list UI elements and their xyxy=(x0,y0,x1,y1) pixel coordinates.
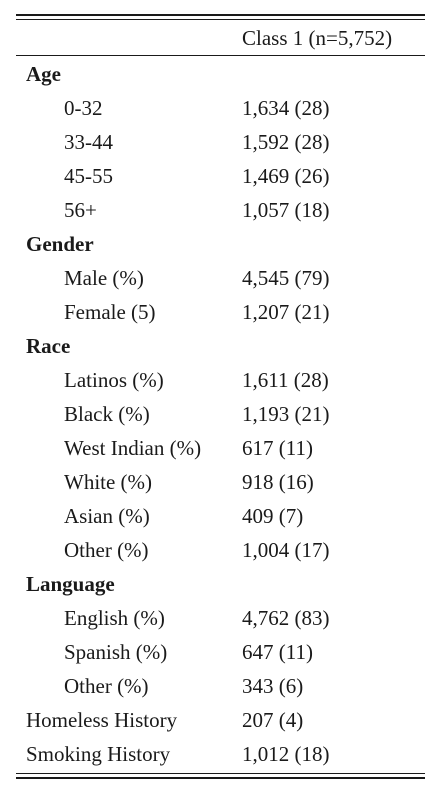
table-row: Other (%) 1,004 (17) xyxy=(16,533,425,567)
row-value: 1,207 (21) xyxy=(242,300,330,324)
table-row: West Indian (%) 617 (11) xyxy=(16,431,425,465)
row-label: Smoking History xyxy=(26,742,171,766)
table-row: Spanish (%) 647 (11) xyxy=(16,635,425,669)
table-body: Age 0-32 1,634 (28) 33-44 1,592 (28) 45-55 1,4… xyxy=(16,56,425,773)
row-label: White (%) xyxy=(64,470,153,494)
table-header-rule xyxy=(16,55,425,56)
row-value: 647 (11) xyxy=(242,640,313,664)
row-label: Other (%) xyxy=(64,538,149,562)
row-value: 1,611 (28) xyxy=(242,368,329,392)
table-row: White (%) 918 (16) xyxy=(16,465,425,499)
column-header-class-1: Class 1 (n=5,752) xyxy=(242,26,393,50)
row-value: 409 (7) xyxy=(242,504,304,528)
table-row: Female (5) 1,207 (21) xyxy=(16,295,425,329)
row-value: 4,545 (79) xyxy=(242,266,330,290)
table-row: Black (%) 1,193 (21) xyxy=(16,397,425,431)
row-label: Asian (%) xyxy=(64,504,150,528)
section-label: Age xyxy=(26,62,61,86)
table-top-rule xyxy=(16,14,425,20)
table-row: Homeless History 207 (4) xyxy=(16,703,425,737)
row-label: Female (5) xyxy=(64,300,156,324)
table-row: Asian (%) 409 (7) xyxy=(16,499,425,533)
section-label: Language xyxy=(26,572,115,596)
row-label: Black (%) xyxy=(64,402,150,426)
table-section-row: Age xyxy=(16,57,425,91)
table-row: 45-55 1,469 (26) xyxy=(16,159,425,193)
row-value: 207 (4) xyxy=(242,708,304,732)
table-bottom-rule xyxy=(16,773,425,779)
row-value: 1,634 (28) xyxy=(242,96,330,120)
row-value: 918 (16) xyxy=(242,470,314,494)
row-label: English (%) xyxy=(64,606,165,630)
table-row: Smoking History 1,012 (18) xyxy=(16,737,425,771)
row-value: 4,762 (83) xyxy=(242,606,330,630)
row-label: 45-55 xyxy=(64,164,113,188)
row-value: 617 (11) xyxy=(242,436,313,460)
row-label: West Indian (%) xyxy=(64,436,202,460)
row-value: 1,193 (21) xyxy=(242,402,330,426)
table-row: 33-44 1,592 (28) xyxy=(16,125,425,159)
row-label: Spanish (%) xyxy=(64,640,168,664)
table-row: Male (%) 4,545 (79) xyxy=(16,261,425,295)
row-value: 1,012 (18) xyxy=(242,742,330,766)
table-section-row: Language xyxy=(16,567,425,601)
table-row: Other (%) 343 (6) xyxy=(16,669,425,703)
row-value: 1,592 (28) xyxy=(242,130,330,154)
table-header-row: Class 1 (n=5,752) xyxy=(16,20,425,55)
row-label: Homeless History xyxy=(26,708,178,732)
row-label: 56+ xyxy=(64,198,97,222)
table-row: 56+ 1,057 (18) xyxy=(16,193,425,227)
table-row: Latinos (%) 1,611 (28) xyxy=(16,363,425,397)
section-label: Race xyxy=(26,334,71,358)
row-value: 1,469 (26) xyxy=(242,164,330,188)
table-row: 0-32 1,634 (28) xyxy=(16,91,425,125)
row-label: Other (%) xyxy=(64,674,149,698)
section-label: Gender xyxy=(26,232,94,256)
table-row: English (%) 4,762 (83) xyxy=(16,601,425,635)
row-label: 33-44 xyxy=(64,130,113,154)
demographics-table: Class 1 (n=5,752) Age 0-32 1,634 (28) 33-44… xyxy=(16,14,425,779)
table-section-row: Race xyxy=(16,329,425,363)
table-section-row: Gender xyxy=(16,227,425,261)
row-label: Latinos (%) xyxy=(64,368,164,392)
row-label: Male (%) xyxy=(64,266,144,290)
row-label: 0-32 xyxy=(64,96,103,120)
row-value: 1,004 (17) xyxy=(242,538,330,562)
row-value: 1,057 (18) xyxy=(242,198,330,222)
row-value: 343 (6) xyxy=(242,674,304,698)
